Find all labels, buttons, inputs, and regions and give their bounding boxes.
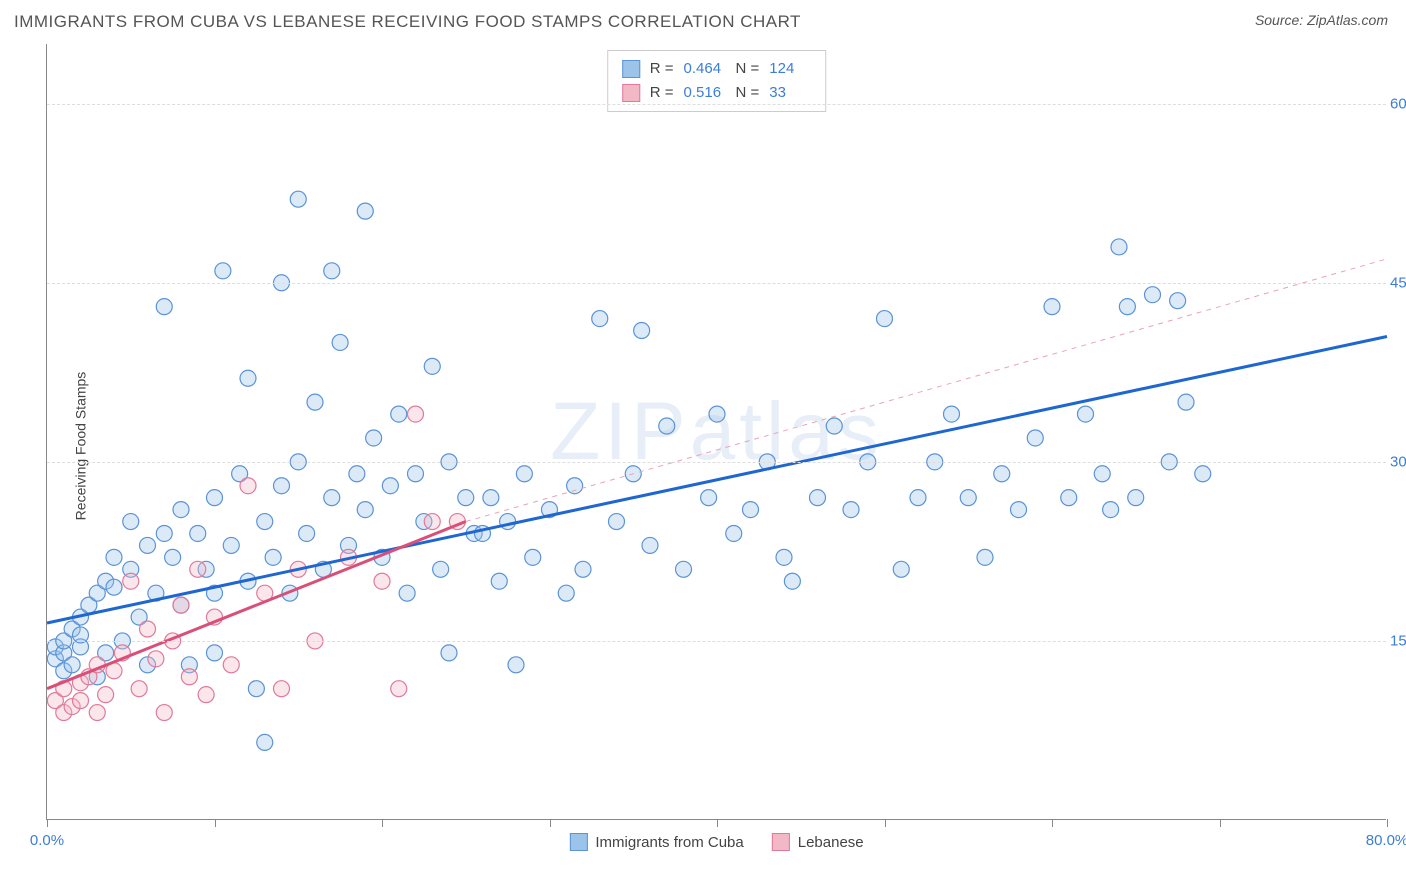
y-tick-label: 30.0% [1390, 453, 1406, 470]
x-tick-label: 0.0% [30, 832, 64, 849]
n-label: N = [736, 57, 760, 81]
y-tick-label: 45.0% [1390, 274, 1406, 291]
legend-item-lebanese: Lebanese [772, 833, 864, 851]
gridline-h [47, 283, 1386, 284]
n-value-cuba: 124 [769, 57, 811, 81]
swatch-cuba [569, 833, 587, 851]
chart-title: IMMIGRANTS FROM CUBA VS LEBANESE RECEIVI… [14, 12, 801, 32]
y-tick-label: 15.0% [1390, 632, 1406, 649]
x-tick [550, 819, 551, 827]
chart-plot-area: ZIPatlas R = 0.464 N = 124 R = 0.516 N =… [46, 44, 1386, 820]
x-tick [1052, 819, 1053, 827]
r-label: R = [650, 57, 674, 81]
legend-label-lebanese: Lebanese [798, 834, 864, 851]
legend-stats-box: R = 0.464 N = 124 R = 0.516 N = 33 [607, 50, 827, 112]
swatch-lebanese [772, 833, 790, 851]
n-label: N = [736, 81, 760, 105]
r-value-cuba: 0.464 [684, 57, 726, 81]
gridline-h [47, 104, 1386, 105]
legend-row-lebanese: R = 0.516 N = 33 [622, 81, 812, 105]
swatch-cuba [622, 60, 640, 78]
r-label: R = [650, 81, 674, 105]
legend-series-box: Immigrants from Cuba Lebanese [569, 833, 863, 851]
x-tick [1387, 819, 1388, 827]
x-tick [717, 819, 718, 827]
legend-label-cuba: Immigrants from Cuba [595, 834, 743, 851]
legend-row-cuba: R = 0.464 N = 124 [622, 57, 812, 81]
y-tick-label: 60.0% [1390, 95, 1406, 112]
source-attribution: Source: ZipAtlas.com [1255, 12, 1388, 28]
swatch-lebanese [622, 84, 640, 102]
n-value-lebanese: 33 [769, 81, 811, 105]
r-value-lebanese: 0.516 [684, 81, 726, 105]
x-tick [47, 819, 48, 827]
gridline-h [47, 641, 1386, 642]
legend-item-cuba: Immigrants from Cuba [569, 833, 743, 851]
x-tick [885, 819, 886, 827]
x-tick [382, 819, 383, 827]
x-tick [215, 819, 216, 827]
x-tick-label: 80.0% [1366, 832, 1406, 849]
scatter-plot-svg [47, 44, 1386, 819]
x-tick [1220, 819, 1221, 827]
gridline-h [47, 462, 1386, 463]
